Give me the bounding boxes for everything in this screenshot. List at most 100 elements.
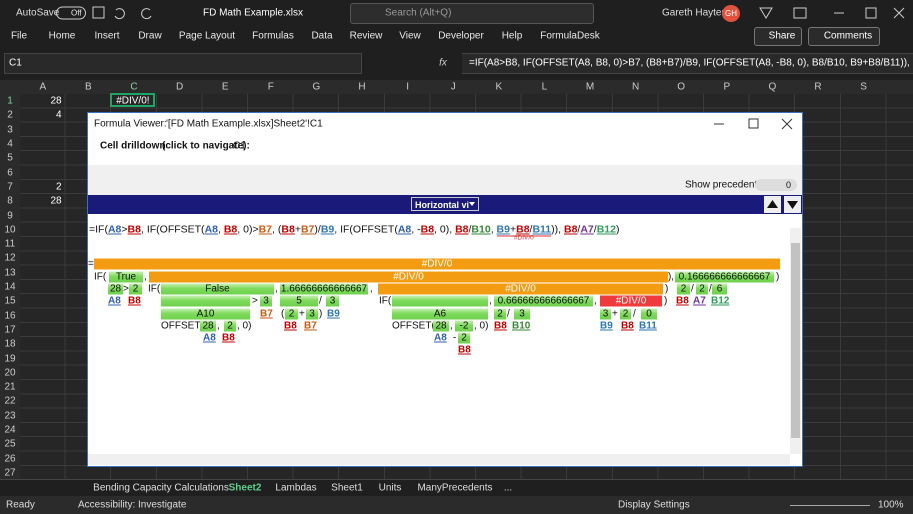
status-display[interactable]: Display Settings bbox=[618, 499, 690, 511]
column-header: I bbox=[406, 81, 409, 93]
reference-link[interactable]: B8 bbox=[284, 320, 297, 332]
reference-link[interactable]: B7 bbox=[304, 320, 317, 332]
formula-reference[interactable]: B9 bbox=[496, 223, 510, 236]
reference-link[interactable]: B12 bbox=[711, 295, 730, 307]
reference-link[interactable]: B8 bbox=[222, 332, 235, 344]
row-header: 7 bbox=[7, 181, 13, 193]
share-button[interactable] bbox=[754, 27, 802, 46]
redo-icon[interactable] bbox=[141, 8, 152, 20]
formula-reference[interactable]: B8 bbox=[281, 223, 295, 236]
formula-input[interactable] bbox=[462, 53, 913, 74]
row-header: 9 bbox=[7, 210, 13, 222]
formula-reference[interactable]: B8 bbox=[563, 223, 578, 236]
formula-reference[interactable]: B7 bbox=[300, 223, 315, 236]
premium-icon[interactable] bbox=[759, 7, 773, 19]
reference-link[interactable]: A8 bbox=[203, 332, 216, 344]
formula-reference[interactable]: A8 bbox=[397, 223, 412, 236]
ribbon-tab[interactable]: Draw bbox=[138, 30, 162, 42]
autosave-toggle[interactable]: Off bbox=[56, 6, 86, 20]
reference-link[interactable]: B8 bbox=[494, 320, 507, 332]
value-node: 3 bbox=[326, 295, 339, 307]
formula-text: , bbox=[144, 271, 147, 283]
sheet-tab[interactable]: Sheet2 bbox=[228, 482, 262, 494]
sheet-tab[interactable]: ManyPrecedents bbox=[417, 482, 493, 494]
undo-icon[interactable] bbox=[114, 8, 125, 20]
formula-text: ) bbox=[776, 271, 780, 283]
row-header: 15 bbox=[4, 295, 16, 307]
sheet-tab-bar: Bending Capacity Calculations Sheet2 Lambd… bbox=[0, 479, 913, 497]
ribbon-display-icon[interactable] bbox=[793, 7, 807, 19]
ribbon-tab[interactable]: Developer bbox=[438, 30, 484, 42]
comments-button[interactable] bbox=[808, 27, 880, 46]
sheet-tab[interactable]: Bending Capacity Calculations bbox=[93, 482, 229, 494]
reference-link[interactable]: B9 bbox=[327, 308, 340, 320]
formula-token: , IF(OFFSET( bbox=[334, 223, 398, 236]
value-node: 0 bbox=[641, 308, 657, 320]
dialog-maximize[interactable] bbox=[748, 118, 759, 129]
search-placeholder: Search (Alt+Q) bbox=[385, 7, 452, 19]
formula-reference[interactable]: B10 bbox=[471, 223, 491, 236]
ribbon-tab[interactable]: Help bbox=[501, 30, 523, 42]
dialog-close[interactable] bbox=[781, 118, 793, 130]
ribbon-tab[interactable]: Formulas bbox=[252, 30, 294, 42]
ribbon-tab[interactable]: Home bbox=[48, 30, 76, 42]
reference-link[interactable]: A7 bbox=[693, 295, 706, 307]
reference-link[interactable]: B8 bbox=[676, 295, 689, 307]
formula-reference[interactable]: B8 bbox=[516, 223, 530, 236]
reference-link[interactable]: A8 bbox=[434, 332, 447, 344]
sheet-tab[interactable]: Lambdas bbox=[275, 482, 317, 494]
reference-link[interactable]: B10 bbox=[512, 320, 531, 332]
reference-link[interactable]: B9 bbox=[600, 320, 613, 332]
reference-link[interactable]: B7 bbox=[260, 308, 273, 320]
row-header: 2 bbox=[7, 109, 13, 121]
formula-reference[interactable]: B7 bbox=[258, 223, 273, 236]
sheet-tab[interactable]: Units bbox=[378, 482, 402, 494]
ribbon-tab[interactable]: Data bbox=[311, 30, 333, 42]
drilldown-cell[interactable]: C1 bbox=[233, 140, 246, 152]
formula-text: , bbox=[275, 283, 278, 295]
column-header: O bbox=[677, 81, 686, 93]
formula-reference[interactable]: B8 bbox=[127, 223, 141, 236]
scroll-thumb[interactable] bbox=[791, 243, 800, 438]
formula-reference[interactable]: B8 bbox=[420, 223, 435, 236]
formula-text: - bbox=[453, 332, 457, 344]
ribbon-tab[interactable]: Page Layout bbox=[178, 30, 236, 42]
column-header: E bbox=[221, 81, 229, 93]
formula-reference[interactable]: B12 bbox=[596, 223, 616, 236]
formula-reference[interactable]: A7 bbox=[580, 223, 594, 236]
reference-link[interactable]: B8 bbox=[458, 344, 471, 356]
horizontal-scrollbar[interactable] bbox=[88, 454, 790, 465]
reference-link[interactable]: B8 bbox=[128, 295, 141, 307]
value-node: 1.66666666666667 bbox=[280, 283, 368, 295]
ribbon-tab[interactable]: File bbox=[10, 30, 28, 42]
ribbon-tab[interactable]: FormulaDesk bbox=[540, 30, 600, 42]
formula-reference[interactable]: B11 bbox=[532, 223, 552, 236]
sheet-tab[interactable]: ... bbox=[503, 482, 513, 494]
sheet-tab[interactable]: Sheet1 bbox=[331, 482, 363, 494]
formula-text: / bbox=[633, 308, 636, 320]
formula-reference[interactable]: B8 bbox=[455, 223, 469, 236]
zoom-slider[interactable] bbox=[790, 505, 870, 506]
search-box[interactable] bbox=[350, 3, 594, 24]
reference-link[interactable]: B11 bbox=[639, 320, 657, 332]
formula-reference[interactable]: B9 bbox=[320, 223, 335, 236]
ribbon-tab[interactable]: View bbox=[399, 30, 421, 42]
formula-reference[interactable]: A8 bbox=[204, 223, 218, 236]
formula-reference[interactable]: B8 bbox=[223, 223, 238, 236]
close-icon[interactable] bbox=[893, 7, 905, 19]
user-avatar[interactable]: GH bbox=[722, 5, 740, 22]
formula-token: + bbox=[509, 223, 517, 236]
name-box[interactable] bbox=[4, 53, 362, 74]
ribbon-tab[interactable]: Insert bbox=[94, 30, 120, 42]
dialog-controls bbox=[714, 118, 793, 130]
value-node: 2 bbox=[677, 283, 690, 295]
maximize-icon[interactable] bbox=[865, 7, 877, 19]
reference-link[interactable]: B8 bbox=[621, 320, 634, 332]
ribbon-tab[interactable]: Review bbox=[349, 30, 383, 42]
precedents-toggle[interactable]: 0 bbox=[755, 179, 797, 191]
save-icon[interactable] bbox=[92, 6, 105, 19]
formula-reference[interactable]: A8 bbox=[107, 223, 122, 236]
view-mode-select[interactable]: Horizontal vi bbox=[411, 197, 479, 211]
status-accessibility[interactable]: Accessibility: Investigate bbox=[78, 499, 187, 511]
reference-link[interactable]: A8 bbox=[108, 295, 121, 307]
